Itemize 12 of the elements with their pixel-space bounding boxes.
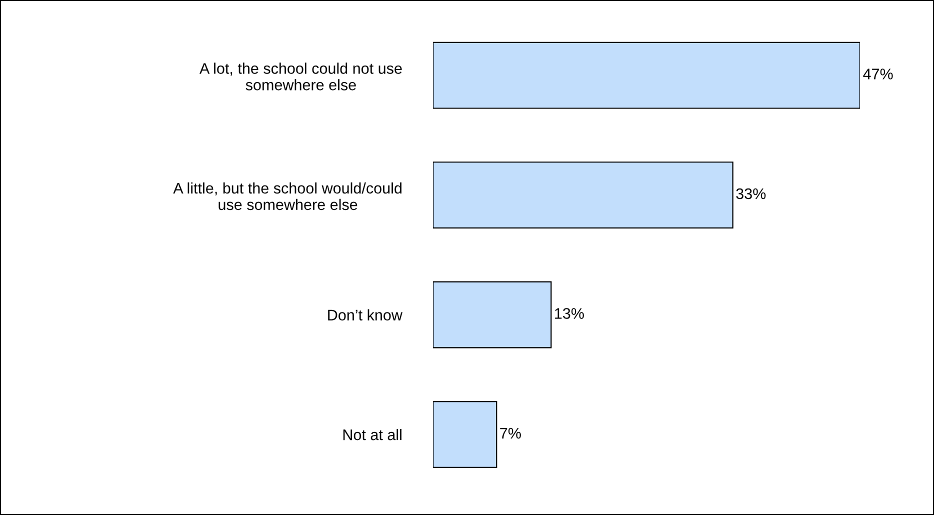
data-label: 33% bbox=[736, 188, 766, 200]
y-tick-label: A little, but the school would/could use somewhere else bbox=[173, 182, 402, 210]
data-label: 13% bbox=[555, 308, 584, 319]
y-tick-label: Not at all bbox=[343, 428, 402, 440]
y-tick-label: A lot, the school could not use somewhere else bbox=[199, 62, 402, 90]
y-tick-label: Don’t know bbox=[328, 309, 402, 320]
bar bbox=[433, 42, 860, 109]
bar bbox=[433, 401, 498, 468]
bar bbox=[433, 281, 552, 348]
data-label: 47% bbox=[863, 68, 893, 80]
data-label: 7% bbox=[500, 428, 521, 439]
bar bbox=[433, 162, 734, 229]
